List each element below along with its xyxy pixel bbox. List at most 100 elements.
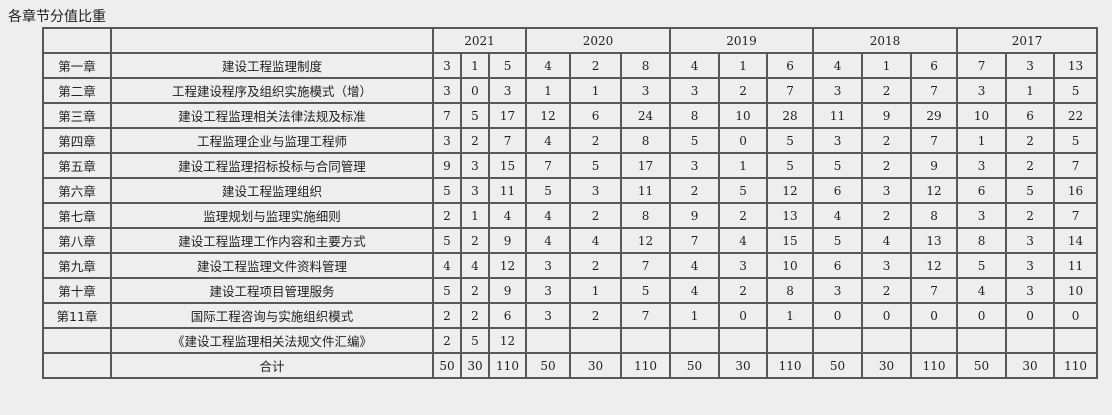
chapter-cell: 第11章: [42, 302, 112, 329]
score-cell: 3: [487, 77, 528, 104]
score-cell: 10: [766, 252, 815, 279]
score-cell: 13: [766, 202, 815, 229]
score-cell: 2: [460, 277, 490, 304]
score-cell: 5: [1053, 127, 1099, 154]
table-row: 第三章 建设工程监理相关法律法规及标准 7 5 17 12 6 24 8 10 28 11 9 29 10 6…: [42, 102, 1099, 129]
score-cell: 7: [910, 77, 959, 104]
score-cell: 3: [1005, 52, 1056, 79]
table-row: 第七章 监理规划与监理实施细则 2 1 4 4 2 8 9 2 13 4 2 8 3 2 7: [42, 202, 1099, 229]
score-cell: 7: [956, 52, 1008, 79]
table-row: 第四章 工程监理企业与监理工程师 3 2 7 4 2 8 5 0 5 3 2 7 1 2 5: [42, 127, 1099, 154]
score-cell: 8: [956, 227, 1008, 254]
table-row: 第11章 国际工程咨询与实施组织模式 2 2 6 3 2 7 1 0 1 0 0 0 0 0 0: [42, 302, 1099, 329]
score-cell: 2: [569, 202, 623, 229]
score-cell: [1005, 327, 1056, 354]
score-cell: 12: [620, 227, 672, 254]
score-cell: 2: [1005, 202, 1056, 229]
score-cell: 9: [861, 102, 913, 129]
score-cell: 110: [1053, 352, 1099, 379]
score-cell: 8: [620, 52, 672, 79]
score-cell: 5: [812, 152, 864, 179]
score-cell: 2: [432, 302, 462, 329]
score-cell: 2: [861, 152, 913, 179]
score-cell: 4: [669, 252, 721, 279]
score-cell: 4: [956, 277, 1008, 304]
score-cell: 8: [669, 102, 721, 129]
score-cell: 3: [525, 302, 572, 329]
score-cell: 12: [487, 252, 528, 279]
score-cell: 0: [812, 302, 864, 329]
score-cell: [1053, 327, 1099, 354]
score-cell: 6: [569, 102, 623, 129]
score-cell: 5: [460, 102, 490, 129]
score-cell: 5: [460, 327, 490, 354]
score-cell: 6: [487, 302, 528, 329]
table-row: 第八章 建设工程监理工作内容和主要方式 5 2 9 4 4 12 7 4 15 5 4 13 8 3 14: [42, 227, 1099, 254]
table-row: 第六章 建设工程监理组织 5 3 11 5 3 11 2 5 12 6 3 12 6 5 16: [42, 177, 1099, 204]
score-cell: 1: [525, 77, 572, 104]
chapter-cell: 第六章: [42, 177, 112, 204]
score-cell: 6: [956, 177, 1008, 204]
score-cell: 3: [525, 277, 572, 304]
score-cell: 8: [620, 202, 672, 229]
score-cell: 29: [910, 102, 959, 129]
score-cell: 2: [569, 302, 623, 329]
score-cell: 3: [812, 77, 864, 104]
chapter-cell: [42, 352, 112, 379]
score-cell: 3: [432, 77, 462, 104]
score-cell: 7: [1053, 152, 1099, 179]
year-header: 2017: [956, 27, 1099, 54]
score-cell: 7: [525, 152, 572, 179]
score-cell: [956, 327, 1008, 354]
chapter-name-cell: 建设工程监理组织: [110, 177, 434, 204]
score-cell: 2: [861, 202, 913, 229]
score-cell: 3: [1005, 252, 1056, 279]
score-cell: 2: [432, 327, 462, 354]
score-cell: 15: [487, 152, 528, 179]
score-cell: 2: [569, 52, 623, 79]
chapter-cell: 第九章: [42, 252, 112, 279]
chapter-cell: 第三章: [42, 102, 112, 129]
table-row: 合计 50 30 110 50 30 110 50 30 110 50 30 110 50 30 110: [42, 352, 1099, 379]
score-cell: 12: [487, 327, 528, 354]
chapter-name-cell: 国际工程咨询与实施组织模式: [110, 302, 434, 329]
score-cell: 2: [460, 302, 490, 329]
score-cell: 4: [861, 227, 913, 254]
score-cell: 10: [718, 102, 769, 129]
score-cell: 28: [766, 102, 815, 129]
score-cell: 3: [669, 152, 721, 179]
header-empty-name: [110, 27, 434, 54]
score-cell: 5: [432, 227, 462, 254]
score-cell: 110: [766, 352, 815, 379]
score-cell: 3: [669, 77, 721, 104]
score-cell: 3: [812, 127, 864, 154]
chapter-name-cell: 建设工程监理相关法律法规及标准: [110, 102, 434, 129]
score-cell: 2: [718, 277, 769, 304]
score-cell: 5: [812, 227, 864, 254]
score-cell: [525, 327, 572, 354]
score-cell: 3: [956, 202, 1008, 229]
score-cell: 5: [487, 52, 528, 79]
score-cell: 0: [718, 302, 769, 329]
chapter-cell: 第十章: [42, 277, 112, 304]
chapter-cell: 第一章: [42, 52, 112, 79]
score-cell: 9: [487, 227, 528, 254]
score-cell: 7: [620, 252, 672, 279]
score-cell: 3: [956, 77, 1008, 104]
score-cell: 14: [1053, 227, 1099, 254]
score-cell: [669, 327, 721, 354]
score-cell: 22: [1053, 102, 1099, 129]
table-row: 第十章 建设工程项目管理服务 5 2 9 3 1 5 4 2 8 3 2 7 4 3 10: [42, 277, 1099, 304]
score-cell: 13: [1053, 52, 1099, 79]
score-cell: 1: [766, 302, 815, 329]
score-cell: 4: [569, 227, 623, 254]
score-cell: 1: [669, 302, 721, 329]
score-cell: 4: [525, 227, 572, 254]
score-cell: 3: [432, 127, 462, 154]
score-cell: 1: [460, 52, 490, 79]
score-cell: 4: [812, 52, 864, 79]
score-cell: 7: [910, 277, 959, 304]
score-cell: 3: [620, 77, 672, 104]
score-cell: 5: [669, 127, 721, 154]
score-cell: 0: [1053, 302, 1099, 329]
